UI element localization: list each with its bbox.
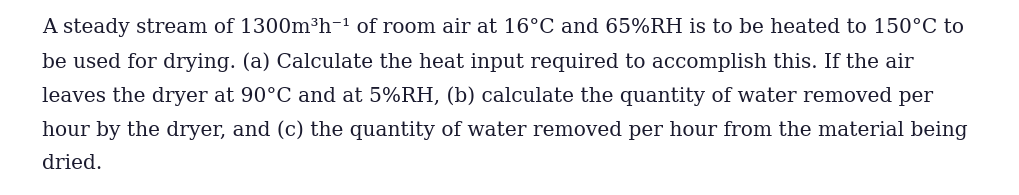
Text: hour by the dryer, and (c) the quantity of water removed per hour from the mater: hour by the dryer, and (c) the quantity … <box>42 120 967 140</box>
Text: leaves the dryer at 90°C and at 5%RH, (b) calculate the quantity of water remove: leaves the dryer at 90°C and at 5%RH, (b… <box>42 86 932 106</box>
Text: dried.: dried. <box>42 154 102 173</box>
Text: A steady stream of 1300m³h⁻¹ of room air at 16°C and 65%RH is to be heated to 15: A steady stream of 1300m³h⁻¹ of room air… <box>42 18 963 37</box>
Text: be used for drying. (a) Calculate the heat input required to accomplish this. If: be used for drying. (a) Calculate the he… <box>42 52 913 72</box>
